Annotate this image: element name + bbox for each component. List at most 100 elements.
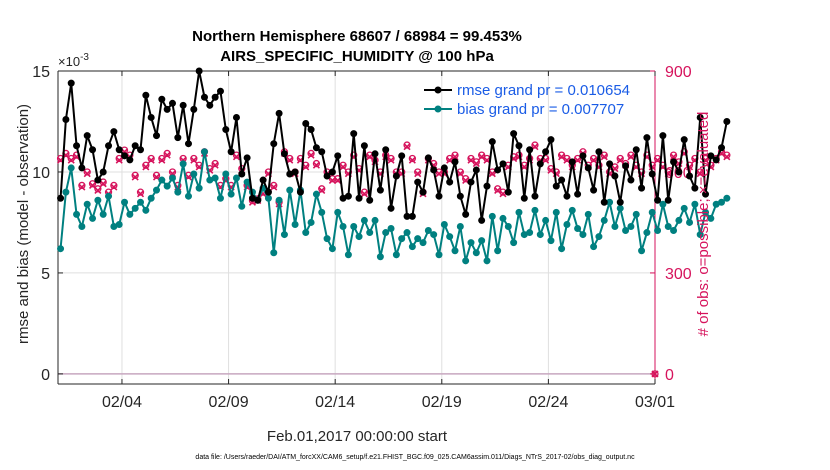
obs-possible-marker (462, 175, 470, 183)
y-exponent-power: -3 (80, 52, 89, 63)
bias-point (552, 208, 560, 216)
rmse-point (718, 144, 726, 152)
obs-evaluated-marker (451, 153, 459, 161)
obs-evaluated-marker (115, 156, 123, 164)
rmse-point (232, 113, 240, 121)
rmse-point (595, 148, 603, 156)
rmse-point (424, 154, 432, 162)
bias-point (584, 210, 592, 218)
rmse-point (147, 113, 155, 121)
rmse-point (334, 152, 342, 160)
bias-point (643, 229, 651, 237)
y-exponent-base: ×10 (58, 54, 80, 69)
rmse-point (723, 117, 731, 125)
bias-point (222, 170, 230, 178)
rmse-point (696, 113, 704, 121)
bias-point (387, 225, 395, 233)
rmse-point (184, 140, 192, 148)
y-axis-right-label: # of obs: o=possible; ×=evaluated (695, 112, 712, 337)
bias-point (595, 233, 603, 241)
rmse-point (568, 158, 576, 166)
rmse-point (414, 178, 422, 186)
obs-possible-marker (685, 161, 694, 169)
obs-evaluated-marker (232, 153, 241, 161)
obs-evaluated-marker (414, 170, 422, 178)
rmse-point (712, 156, 720, 164)
obs-possible-marker (627, 151, 635, 159)
bias-point (526, 229, 534, 237)
obs-possible-marker (573, 154, 582, 163)
bias-point (57, 245, 65, 253)
obs-possible-marker (414, 168, 422, 176)
bias-point (515, 208, 523, 216)
obs-possible-marker (136, 188, 145, 196)
rmse-point (542, 148, 550, 156)
bias-point (302, 229, 310, 237)
obs-possible-marker (286, 154, 294, 163)
rmse-point (648, 170, 656, 178)
bias-point (190, 170, 198, 178)
obs-possible-marker (307, 149, 315, 158)
rmse-point (600, 198, 608, 206)
rmse-point (392, 172, 400, 180)
legend-bias-label: bias grand pr = 0.007707 (457, 101, 624, 118)
bias-point (131, 204, 139, 212)
bias-point (73, 210, 81, 218)
rmse-point (163, 105, 171, 113)
bias-point (531, 206, 539, 214)
rmse-point (280, 150, 288, 158)
bias-point (638, 247, 646, 255)
bias-point (275, 196, 283, 204)
series-group (56, 67, 731, 378)
bias-point (648, 208, 656, 216)
bias-point (142, 206, 150, 214)
rmse-point (291, 168, 299, 176)
bias-point (563, 220, 571, 228)
y-exponent-label: ×10-3 (58, 52, 89, 69)
bias-point (360, 216, 368, 224)
obs-evaluated-marker (600, 153, 608, 161)
rmse-point (371, 150, 379, 158)
bias-point (568, 206, 576, 214)
bias-point (611, 222, 619, 230)
rmse-point (302, 120, 310, 128)
rmse-point (323, 172, 331, 180)
bias-point (227, 190, 235, 198)
rmse-point (440, 164, 448, 172)
rmse-point (94, 176, 102, 184)
obs-evaluated-marker (211, 161, 219, 169)
rmse-point (654, 196, 662, 204)
obs-possible-marker (339, 161, 347, 169)
obs-evaluated-marker (590, 156, 598, 164)
tick-labels: 02/04 02/09 02/14 02/19 02/24 03/01 0 5 10 15 0 300… (32, 64, 692, 411)
axes (57, 70, 656, 385)
bias-point (366, 229, 374, 237)
bias-point (126, 210, 134, 218)
bias-point (105, 192, 113, 200)
rmse-point (259, 176, 267, 184)
rmse-point (632, 146, 640, 154)
rmse-point (376, 186, 384, 194)
rmse-point (520, 194, 528, 202)
bias-point (307, 218, 315, 226)
rmse-point (206, 101, 214, 109)
rmse-point (456, 192, 464, 200)
legend: rmse grand pr = 0.010654 bias grand pr = … (424, 82, 630, 118)
rmse-point (430, 166, 438, 174)
bias-point (137, 198, 145, 206)
bias-point (488, 212, 496, 220)
obs-evaluated-marker (494, 186, 502, 195)
obs-evaluated-marker (651, 370, 659, 378)
obs-evaluated-marker (83, 170, 91, 178)
rmse-point (435, 192, 443, 200)
rmse-point (643, 134, 651, 142)
y-tick-label-right: 0 (665, 367, 674, 384)
rmse-point (275, 109, 283, 117)
rmse-point (318, 148, 326, 156)
bias-point (168, 174, 176, 182)
bias-point (286, 186, 294, 194)
rmse-point (179, 101, 187, 109)
rmse-point (264, 188, 272, 196)
obs-evaluated-marker (78, 183, 86, 191)
obs-possible-marker (651, 370, 659, 378)
